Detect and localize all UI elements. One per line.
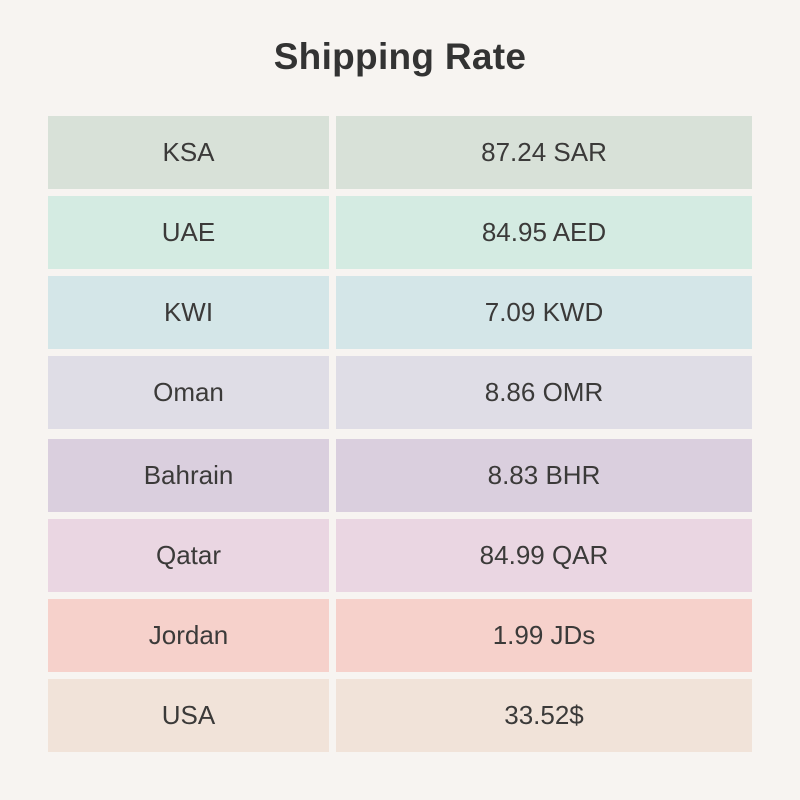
rate-cell: 7.09 KWD — [336, 276, 752, 349]
country-cell: KWI — [48, 276, 329, 349]
rate-cell: 8.86 OMR — [336, 356, 752, 429]
country-cell: Bahrain — [48, 439, 329, 512]
table-row: KSA 87.24 SAR — [48, 116, 752, 189]
rate-cell: 33.52$ — [336, 679, 752, 752]
rate-cell: 84.99 QAR — [336, 519, 752, 592]
table-row: UAE 84.95 AED — [48, 196, 752, 269]
country-cell: UAE — [48, 196, 329, 269]
table-row: Qatar 84.99 QAR — [48, 519, 752, 592]
page-title: Shipping Rate — [273, 36, 527, 77]
table-row: Bahrain 8.83 BHR — [48, 439, 752, 512]
country-cell: Qatar — [48, 519, 329, 592]
rate-cell: 84.95 AED — [336, 196, 752, 269]
country-cell: KSA — [48, 116, 329, 189]
country-cell: Oman — [48, 356, 329, 429]
rate-cell: 8.83 BHR — [336, 439, 752, 512]
table-row: Oman 8.86 OMR — [48, 356, 752, 429]
table-row: KWI 7.09 KWD — [48, 276, 752, 349]
table-row: Jordan 1.99 JDs — [48, 599, 752, 672]
rate-cell: 1.99 JDs — [336, 599, 752, 672]
country-cell: Jordan — [48, 599, 329, 672]
rate-cell: 87.24 SAR — [336, 116, 752, 189]
country-cell: USA — [48, 679, 329, 752]
table-row: USA 33.52$ — [48, 679, 752, 752]
